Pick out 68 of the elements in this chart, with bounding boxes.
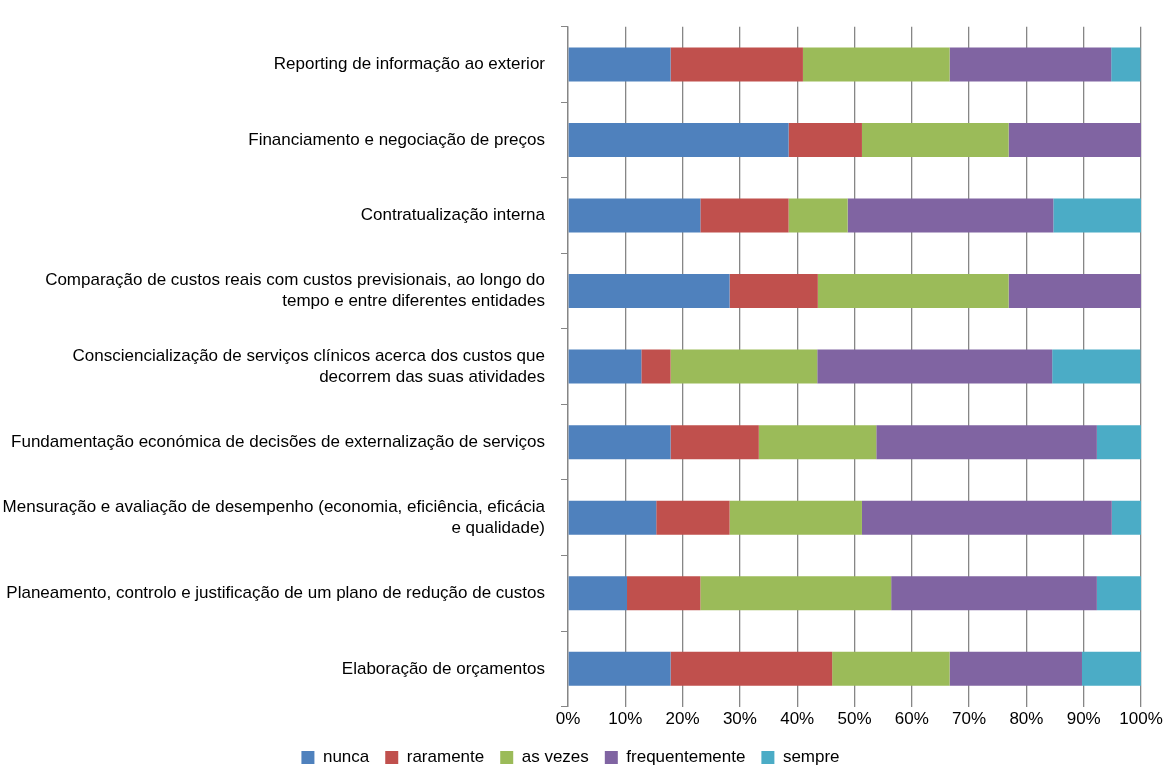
bar: [700, 576, 892, 611]
x-tick-label: 10%: [608, 709, 643, 729]
legend-label: frequentemente: [626, 747, 746, 767]
bar: [670, 349, 818, 384]
y-tick-label: Reporting de informação ao exterior: [273, 54, 546, 74]
bar: [568, 198, 701, 233]
bar: [670, 425, 759, 460]
bar: [568, 122, 789, 157]
bar: [568, 349, 642, 384]
bar: [891, 576, 1097, 611]
bar: [1008, 274, 1141, 309]
bar: [656, 500, 730, 535]
x-tick-label: 30%: [722, 709, 757, 729]
bar: [802, 47, 950, 82]
x-tick-label: 80%: [1009, 709, 1044, 729]
bar: [700, 198, 789, 233]
bar: [949, 651, 1082, 686]
bar: [1053, 198, 1141, 233]
bar: [729, 274, 818, 309]
bar: [788, 122, 862, 157]
y-tick-label: Comparação de custos reais com custos previsionais, ao longo do tempo e entre diferentes entidades: [45, 270, 545, 311]
bar: [568, 500, 657, 535]
bar: [847, 198, 1054, 233]
bar: [729, 500, 862, 535]
bar: [861, 500, 1112, 535]
bar: [568, 425, 671, 460]
bar: [641, 349, 671, 384]
bar: [1081, 651, 1141, 686]
bar: [1111, 500, 1141, 535]
y-tick-label: Elaboração de orçamentos: [341, 658, 545, 678]
x-tick-label: 40%: [780, 709, 815, 729]
bar: [1096, 425, 1141, 460]
x-tick-label: 70%: [952, 709, 987, 729]
bar: [1111, 47, 1141, 82]
y-tick-label: Fundamentação económica de decisões de externalização de serviços: [11, 431, 545, 451]
x-tick-label: 20%: [665, 709, 700, 729]
bar: [788, 198, 848, 233]
legend-label: raramente: [406, 747, 485, 767]
bar: [568, 47, 671, 82]
bar: [758, 425, 877, 460]
bar: [832, 651, 950, 686]
y-tick-label: Financiamento e negociação de preços: [248, 129, 545, 149]
bar: [670, 47, 803, 82]
bar: [670, 651, 833, 686]
bar: [627, 576, 701, 611]
x-tick-label: 90%: [1066, 709, 1101, 729]
y-tick-label: Planeamento, controlo e justificação de um plano de redução de custos: [6, 582, 545, 602]
y-tick-label: Mensuração e avaliação de desempenho (economia, eficiência, eficácia e qualidade): [2, 496, 546, 538]
bar: [568, 651, 671, 686]
x-tick-label: 50%: [837, 709, 872, 729]
bar: [1052, 349, 1141, 384]
bar: [876, 425, 1097, 460]
bar: [817, 274, 1009, 309]
bar: [568, 274, 730, 309]
y-tick-label: Consciencialização de serviços clínicos acerca dos custos que decorrem das suas atividades: [72, 345, 545, 386]
y-tick-label: Contratualização interna: [360, 205, 546, 225]
bar: [949, 47, 1112, 82]
legend-label: as vezes: [521, 747, 589, 767]
bar: [568, 576, 628, 611]
bar: [1008, 122, 1141, 157]
bar: [817, 349, 1053, 384]
bar: [861, 122, 1009, 157]
bar: [1096, 576, 1141, 611]
x-tick-label: 60%: [894, 709, 929, 729]
x-tick-label: 100%: [1119, 709, 1163, 729]
x-tick-label: 0%: [555, 709, 581, 729]
legend-label: nunca: [322, 747, 370, 767]
legend-label: sempre: [782, 747, 840, 767]
